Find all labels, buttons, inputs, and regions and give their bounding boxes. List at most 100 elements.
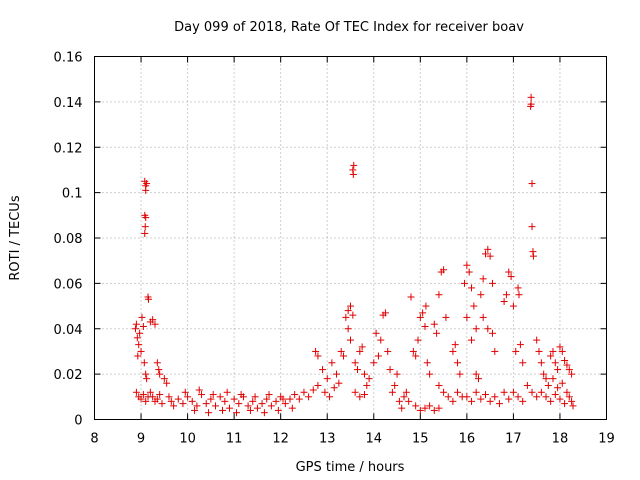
data-point	[514, 284, 522, 292]
data-point	[421, 404, 429, 412]
data-point	[568, 370, 576, 378]
data-point	[558, 347, 566, 355]
x-tick-label: 18	[552, 432, 569, 447]
data-point	[225, 404, 233, 412]
data-point	[454, 388, 462, 396]
data-point	[209, 391, 217, 399]
data-point	[529, 252, 537, 260]
data-point	[416, 313, 424, 321]
y-axis-label: ROTI / TECUs	[8, 195, 23, 280]
data-point	[326, 393, 334, 401]
data-point	[456, 370, 464, 378]
data-point	[132, 320, 140, 328]
data-point	[463, 393, 471, 401]
data-point	[395, 397, 403, 405]
data-point	[151, 320, 159, 328]
data-point	[142, 370, 150, 378]
y-tick-label: 0.08	[54, 232, 83, 247]
data-point	[451, 341, 459, 349]
data-point	[374, 352, 382, 360]
data-point	[400, 393, 408, 401]
data-point	[472, 325, 480, 333]
data-point	[142, 397, 150, 405]
data-point	[527, 93, 535, 101]
data-point	[409, 347, 417, 355]
data-point	[328, 359, 336, 367]
data-point	[358, 343, 366, 351]
data-point	[479, 275, 487, 283]
data-point	[143, 375, 151, 383]
data-point	[335, 379, 343, 387]
x-tick-label: 10	[179, 432, 196, 447]
data-point	[491, 393, 499, 401]
x-tick-label: 17	[505, 432, 522, 447]
data-point	[309, 386, 317, 394]
data-point	[193, 402, 201, 410]
data-point	[402, 388, 410, 396]
data-point	[468, 336, 476, 344]
data-point	[232, 409, 240, 417]
data-point	[461, 279, 469, 287]
data-point	[547, 352, 555, 360]
data-point	[505, 395, 513, 403]
data-point	[365, 375, 373, 383]
data-point	[528, 223, 536, 231]
data-point	[565, 366, 573, 374]
data-point	[246, 406, 254, 414]
x-tick-label: 13	[319, 432, 336, 447]
data-point	[477, 291, 485, 299]
data-point	[535, 347, 543, 355]
data-point	[528, 388, 536, 396]
data-point	[440, 388, 448, 396]
data-point	[347, 302, 354, 310]
y-tick-label: 0.14	[54, 96, 83, 111]
data-point	[249, 397, 257, 405]
data-point	[149, 393, 157, 401]
data-point	[412, 402, 420, 410]
data-point	[463, 261, 471, 269]
data-point	[419, 309, 427, 317]
data-point	[230, 395, 238, 403]
data-point	[542, 375, 550, 383]
data-point	[393, 370, 401, 378]
data-point	[423, 359, 431, 367]
data-point	[398, 404, 406, 412]
data-point	[527, 102, 535, 110]
data-point	[347, 336, 354, 344]
data-point	[349, 170, 357, 178]
data-point	[558, 379, 566, 387]
plot-frame	[94, 56, 607, 420]
data-point	[323, 375, 331, 383]
data-point	[134, 352, 142, 360]
data-point	[179, 400, 187, 408]
data-point	[563, 361, 571, 369]
data-point	[569, 402, 577, 410]
data-point	[340, 352, 348, 360]
data-point	[372, 329, 380, 337]
gridlines	[94, 56, 607, 420]
data-point	[542, 393, 550, 401]
data-point	[449, 397, 457, 405]
data-point	[435, 291, 443, 299]
data-point	[435, 381, 443, 389]
data-point	[472, 388, 480, 396]
y-tick-labels: 0 0.02 0.04 0.06 0.08 0.1 0.12 0.14 0.16	[54, 51, 83, 429]
data-point	[312, 347, 320, 355]
data-point	[554, 384, 562, 392]
data-point	[565, 393, 573, 401]
data-point	[281, 400, 289, 408]
data-point	[465, 268, 473, 276]
data-point	[260, 409, 268, 417]
x-tick-label: 8	[90, 432, 98, 447]
data-point	[337, 347, 345, 355]
data-points	[131, 93, 577, 417]
data-point	[135, 341, 143, 349]
data-point	[412, 352, 420, 360]
data-point	[442, 313, 450, 321]
data-point	[363, 381, 371, 389]
data-point	[495, 400, 503, 408]
data-point	[314, 381, 322, 389]
data-point	[563, 388, 571, 396]
data-point	[486, 252, 494, 260]
